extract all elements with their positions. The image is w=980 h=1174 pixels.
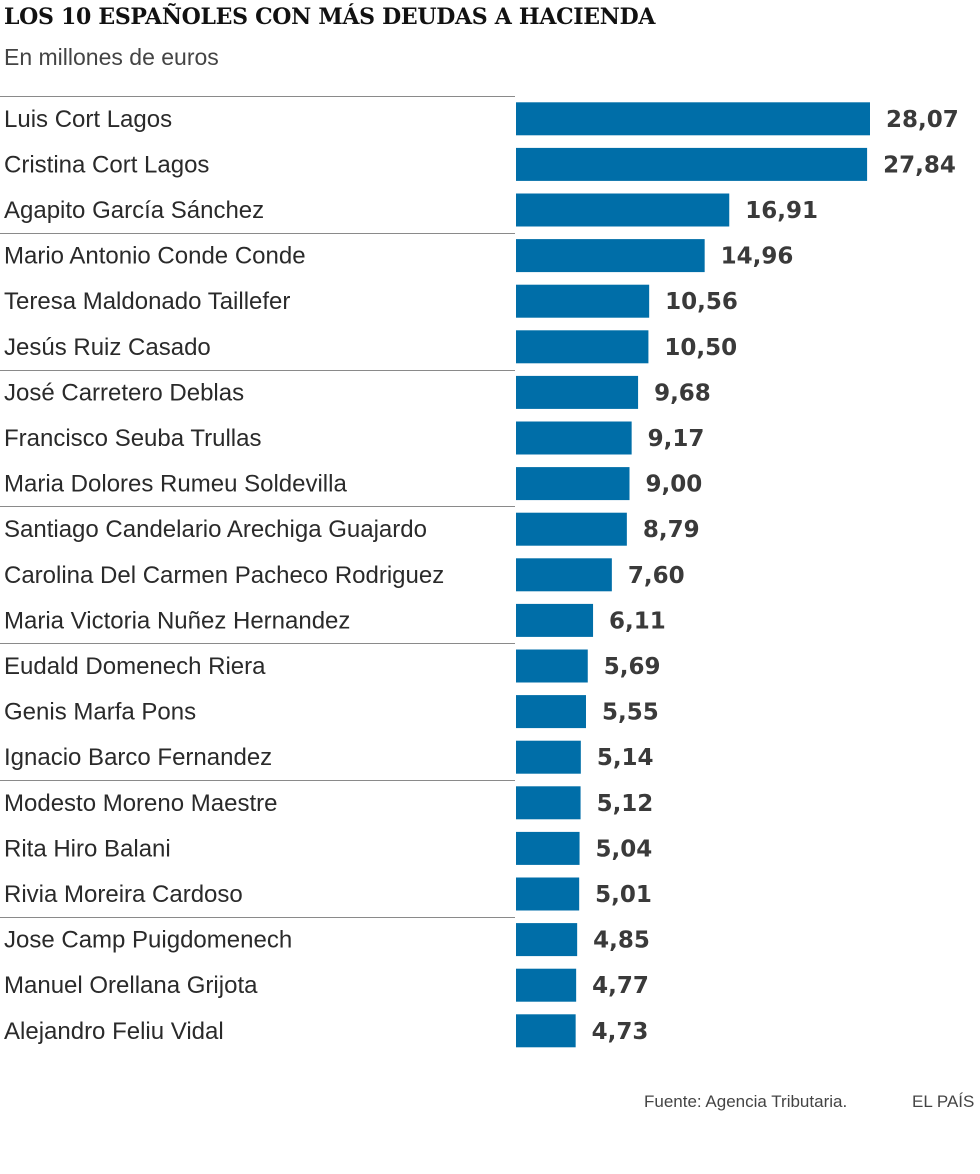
bar (516, 649, 588, 683)
category-label: Ignacio Barco Fernandez (4, 744, 272, 771)
bar (516, 330, 649, 364)
category-label: Alejandro Feliu Vidal (4, 1018, 224, 1045)
bar (516, 239, 705, 273)
category-label: Mario Antonio Conde Conde (4, 243, 306, 270)
data-label: 5,14 (597, 745, 654, 771)
data-label: 10,56 (665, 289, 738, 315)
data-label: 16,91 (745, 198, 818, 224)
bar (516, 968, 577, 1002)
data-label: 6,11 (609, 608, 666, 634)
data-label: 4,85 (593, 928, 650, 954)
category-label: Francisco Seuba Trullas (4, 425, 261, 452)
bar (516, 193, 730, 227)
data-label: 8,79 (643, 517, 700, 543)
category-label: Rita Hiro Balani (4, 835, 171, 862)
data-label: 9,00 (646, 472, 703, 498)
data-label: 4,77 (592, 973, 649, 999)
data-label: 5,55 (602, 700, 659, 726)
bar (516, 603, 594, 637)
bar (516, 102, 870, 136)
category-label: Eudald Domenech Riera (4, 653, 266, 680)
data-label: 9,68 (654, 380, 711, 406)
data-label: 10,50 (664, 335, 737, 361)
source-note: Fuente: Agencia Tributaria. (644, 1092, 848, 1111)
data-label: 5,04 (596, 836, 653, 862)
category-label: Rivia Moreira Cardoso (4, 881, 243, 908)
category-label: Agapito García Sánchez (4, 197, 264, 224)
bar (516, 147, 868, 181)
data-label: 4,73 (592, 1019, 649, 1045)
bar (516, 831, 580, 865)
data-label: 28,07 (886, 107, 959, 133)
category-label: Cristina Cort Lagos (4, 151, 209, 178)
brand-label: EL PAÍS (912, 1092, 975, 1111)
category-label: Maria Dolores Rumeu Soldevilla (4, 471, 347, 498)
data-label: 14,96 (721, 244, 794, 270)
chart-title: LOS 10 ESPAÑOLES CON MÁS DEUDAS A HACIEN… (4, 4, 656, 30)
chart-subtitle: En millones de euros (4, 44, 219, 70)
category-label: Luis Cort Lagos (4, 106, 172, 133)
bar (516, 1014, 576, 1048)
bar (516, 284, 650, 318)
data-label: 5,12 (597, 791, 654, 817)
category-label: Teresa Maldonado Taillefer (4, 288, 290, 315)
data-label: 7,60 (628, 563, 685, 589)
data-label: 5,01 (595, 882, 652, 908)
category-label: Manuel Orellana Grijota (4, 972, 258, 999)
category-label: José Carretero Deblas (4, 379, 244, 406)
category-label: Modesto Moreno Maestre (4, 790, 277, 817)
category-label: Carolina Del Carmen Pacheco Rodriguez (4, 562, 444, 589)
bar (516, 467, 630, 501)
bar (516, 877, 580, 911)
bar (516, 512, 627, 546)
data-label: 9,17 (648, 426, 705, 452)
bar (516, 786, 581, 820)
bar-chart: Luis Cort Lagos 28,07 Cristina Cort Lagos 2… (0, 96, 959, 1048)
data-label: 5,69 (604, 654, 661, 680)
category-label: Jesús Ruiz Casado (4, 334, 211, 361)
bar (516, 375, 639, 409)
category-label: Jose Camp Puigdomenech (4, 927, 292, 954)
category-label: Genis Marfa Pons (4, 699, 196, 726)
bar (516, 421, 632, 455)
data-label: 27,84 (883, 152, 956, 178)
bar (516, 558, 612, 592)
bar (516, 695, 586, 729)
bar (516, 923, 578, 957)
bar (516, 740, 581, 774)
category-label: Maria Victoria Nuñez Hernandez (4, 607, 350, 634)
category-label: Santiago Candelario Arechiga Guajardo (4, 516, 427, 543)
